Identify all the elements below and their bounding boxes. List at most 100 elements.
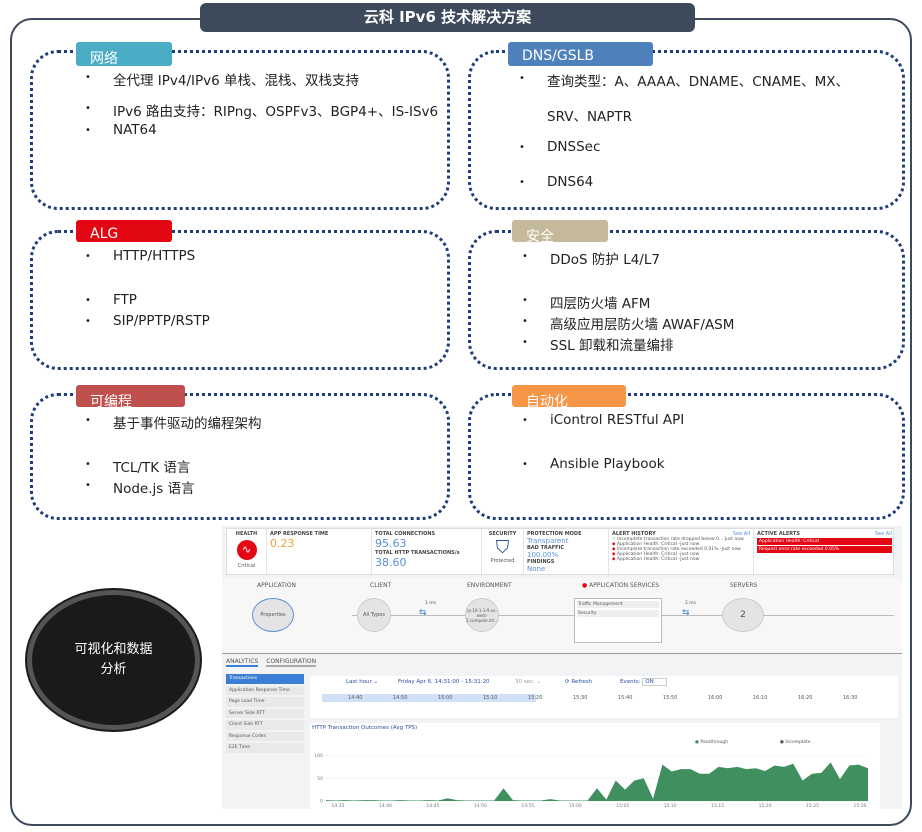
- alert-history-item[interactable]: ◆ Application Health: Critical -Just now: [612, 542, 700, 547]
- panel-tab-label: ALG: [90, 226, 119, 242]
- timeline-tick: 15:00: [438, 695, 453, 701]
- app-flow: APPLICATION CLIENT ENVIRONMENT ● APPLICA…: [222, 578, 902, 654]
- feature-item: • SSL 卸载和流量编排: [522, 334, 674, 354]
- server-latency: 2 ms: [685, 601, 697, 606]
- chart-panel: HTTP Transaction Outcomes (Avg TPS) ● Pa…: [310, 723, 880, 809]
- feature-item: • SIP/PPTP/RSTP: [85, 313, 210, 329]
- x-tick-label: 14:55: [521, 803, 534, 809]
- alert-history-item[interactable]: ◆ Application Health: Critical -Just now: [612, 557, 700, 562]
- tab-configuration[interactable]: CONFIGURATION: [266, 658, 317, 667]
- security-service[interactable]: Security: [577, 610, 659, 617]
- panel-tab: 自动化: [512, 385, 626, 407]
- menu-item[interactable]: Client Side RTT: [226, 720, 304, 730]
- traffic-management[interactable]: Traffic Management: [577, 601, 659, 608]
- feature-text: 查询类型：A、AAAA、DNAME、CNAME、MX、: [547, 74, 850, 90]
- application-heading: APPLICATION: [257, 582, 296, 589]
- menu-item[interactable]: Page Load Time: [226, 697, 304, 707]
- connections-cell: TOTAL CONNECTIONS 95.63 TOTAL HTTP TRANS…: [372, 529, 482, 576]
- range-select[interactable]: Last hour ⌄: [346, 679, 379, 685]
- bullet-icon: •: [85, 316, 91, 327]
- legend-label: Passthrough: [700, 740, 729, 745]
- feature-text: DDoS 防护 L4/L7: [550, 252, 660, 268]
- x-tick-label: 15:00: [569, 803, 582, 809]
- servers-heading: SERVERS: [730, 582, 758, 589]
- feature-text: SSL 卸载和流量编排: [550, 338, 674, 354]
- bad-traffic-label: BAD TRAFFIC: [527, 545, 565, 551]
- refresh-button[interactable]: ⟳ Refresh: [565, 679, 593, 685]
- health-label: HEALTH: [235, 531, 258, 537]
- menu-item[interactable]: Server Side RTT: [226, 708, 304, 718]
- bullet-icon: •: [519, 73, 525, 84]
- environment-node[interactable]: ip-10-1-1-9.us-west-2.compute.int...: [465, 598, 499, 632]
- menu-item[interactable]: Application Response Time: [226, 685, 304, 695]
- alert-text: Incomplete transaction rate exceeded 0.0…: [616, 547, 741, 552]
- active-alert[interactable]: Application Health: Critical: [757, 538, 892, 545]
- bullet-icon: •: [85, 125, 91, 136]
- panel-tab-label: 可编程: [90, 394, 132, 407]
- bullet-icon: •: [85, 459, 91, 470]
- protection-label: PROTECTION MODE: [527, 531, 582, 537]
- y-tick-label: 50: [317, 776, 323, 782]
- protection-value: Transparent: [527, 537, 569, 545]
- panel-tab: 网络: [76, 42, 172, 66]
- feature-text: SRV、NAPTR: [547, 109, 633, 125]
- feature-text: SIP/PPTP/RSTP: [113, 313, 210, 329]
- alert-history-item[interactable]: ◆ Incomplete transaction rate exceeded 0…: [612, 547, 741, 552]
- servers-node[interactable]: 2: [722, 598, 764, 632]
- timeline-tick: 15:30: [573, 695, 588, 701]
- bullet-icon: •: [85, 415, 91, 426]
- bullet-icon: •: [522, 251, 528, 262]
- visualization-circle: 可视化和数据分析: [27, 590, 200, 730]
- alert-text: Application Health: Critical -Just now: [616, 557, 700, 562]
- date-range: Friday Apr 6, 14:31:00 - 15:31:20: [398, 679, 490, 685]
- feature-item: • 高级应用层防火墙 AWAF/ASM: [522, 313, 734, 333]
- bullet-icon: •: [85, 72, 91, 83]
- active-alert[interactable]: Request error rate exceeded 0.05%: [757, 546, 892, 553]
- bullet-icon: •: [522, 415, 528, 426]
- feature-item: • 全代理 IPv4/IPv6 单栈、混栈、双栈支持: [85, 69, 359, 89]
- bullet-icon: •: [519, 177, 525, 188]
- events-value[interactable]: ON: [642, 678, 667, 686]
- feature-text: IPv6 路由支持：RIPng、OSPFv3、BGP4+、IS-ISv6: [113, 104, 439, 120]
- alert-history-item[interactable]: ✓ Incomplete transaction rate dropped be…: [612, 537, 744, 542]
- legend-label: Incomplete: [785, 740, 811, 745]
- app-services-box: Traffic Management Security: [574, 598, 662, 643]
- menu-item[interactable]: Transactions: [226, 674, 304, 684]
- timeline-tick: 15:20: [528, 695, 543, 701]
- alert-text: Application Health: Critical -Just now: [616, 542, 700, 547]
- alert-history-label: ALERT HISTORY: [612, 531, 656, 537]
- connections-label: TOTAL CONNECTIONS: [375, 531, 436, 537]
- arrows-icon: ⇆: [682, 608, 690, 618]
- dashboard-screenshot: HEALTH ∿ Critical APP RESPONSE TIME 0.23…: [222, 526, 902, 809]
- feature-item: SRV、NAPTR: [547, 105, 632, 125]
- timeline-tick: 16:20: [798, 695, 813, 701]
- timeline-selection[interactable]: [322, 694, 536, 702]
- active-alerts-see-all[interactable]: See All: [874, 531, 892, 537]
- alert-history-item[interactable]: ◆ Application Health: Critical -Just now: [612, 552, 700, 557]
- feature-item: • DDoS 防护 L4/L7: [522, 248, 660, 268]
- feature-text: Ansible Playbook: [550, 456, 665, 472]
- timeline-tick: 16:10: [753, 695, 768, 701]
- timeline-tick: 14:50: [393, 695, 408, 701]
- x-tick-label: 14:50: [474, 803, 487, 809]
- environment-heading: ENVIRONMENT: [467, 582, 512, 589]
- menu-item[interactable]: E2E Time: [226, 743, 304, 753]
- client-heading: CLIENT: [370, 582, 392, 589]
- panel-tab: DNS/GSLB: [508, 42, 653, 66]
- arrows-icon: ⇆: [419, 608, 427, 618]
- properties-node[interactable]: Properties: [252, 598, 294, 632]
- alert-history-see-all[interactable]: See All: [732, 531, 750, 537]
- feature-panel: [468, 393, 905, 520]
- panel-tab: 安全: [512, 220, 608, 242]
- menu-item[interactable]: Response Codes: [226, 731, 304, 741]
- feature-text: DNS64: [547, 174, 594, 190]
- bullet-icon: •: [85, 251, 91, 262]
- feature-item: • IPv6 路由支持：RIPng、OSPFv3、BGP4+、IS-ISv6: [85, 100, 439, 120]
- x-tick-label: 15:15: [711, 803, 724, 809]
- interval-select[interactable]: 30 sec. ⌄: [515, 679, 542, 685]
- events-toggle[interactable]: Events: ON: [620, 678, 667, 686]
- tab-analytics[interactable]: ANALYTICS: [226, 658, 259, 667]
- slide-title: 云科 IPv6 技术解决方案: [200, 3, 695, 32]
- client-node[interactable]: All Types: [357, 598, 391, 632]
- analytics-menu: Transactions Application Response Time Pag…: [226, 674, 304, 755]
